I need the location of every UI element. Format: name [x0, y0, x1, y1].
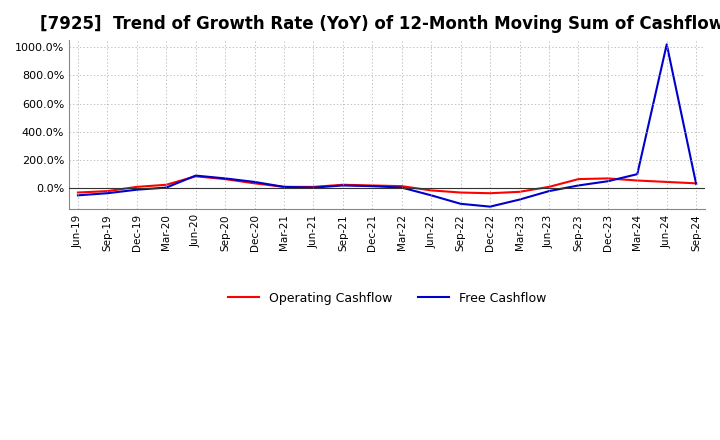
Free Cashflow [221, 176, 230, 181]
Free Cashflow [279, 184, 288, 190]
Operating Cashflow [603, 176, 612, 181]
Free Cashflow [192, 173, 200, 178]
Free Cashflow [132, 187, 141, 192]
Free Cashflow [633, 172, 642, 177]
Free Cashflow [73, 193, 82, 198]
Free Cashflow [427, 193, 436, 198]
Free Cashflow [368, 183, 377, 189]
Free Cashflow [486, 204, 495, 209]
Free Cashflow [662, 42, 671, 47]
Free Cashflow [574, 183, 582, 188]
Operating Cashflow [397, 183, 406, 189]
Line: Operating Cashflow: Operating Cashflow [78, 176, 696, 193]
Free Cashflow [309, 185, 318, 190]
Free Cashflow [544, 188, 553, 194]
Free Cashflow [516, 197, 524, 202]
Operating Cashflow [251, 181, 259, 186]
Operating Cashflow [662, 179, 671, 184]
Free Cashflow [162, 185, 171, 190]
Operating Cashflow [192, 174, 200, 179]
Operating Cashflow [279, 184, 288, 190]
Free Cashflow [103, 191, 112, 196]
Operating Cashflow [309, 184, 318, 190]
Operating Cashflow [574, 176, 582, 182]
Free Cashflow [397, 185, 406, 190]
Free Cashflow [456, 201, 465, 206]
Operating Cashflow [544, 184, 553, 190]
Operating Cashflow [132, 184, 141, 190]
Operating Cashflow [221, 176, 230, 182]
Line: Free Cashflow: Free Cashflow [78, 44, 696, 207]
Free Cashflow [338, 183, 347, 188]
Operating Cashflow [486, 191, 495, 196]
Title: [7925]  Trend of Growth Rate (YoY) of 12-Month Moving Sum of Cashflows: [7925] Trend of Growth Rate (YoY) of 12-… [40, 15, 720, 33]
Free Cashflow [251, 179, 259, 184]
Operating Cashflow [368, 183, 377, 188]
Operating Cashflow [427, 188, 436, 193]
Operating Cashflow [162, 182, 171, 187]
Legend: Operating Cashflow, Free Cashflow: Operating Cashflow, Free Cashflow [223, 287, 552, 310]
Operating Cashflow [516, 189, 524, 194]
Operating Cashflow [692, 181, 701, 186]
Operating Cashflow [103, 188, 112, 194]
Operating Cashflow [338, 182, 347, 187]
Operating Cashflow [633, 178, 642, 183]
Operating Cashflow [73, 190, 82, 195]
Free Cashflow [692, 181, 701, 187]
Free Cashflow [603, 179, 612, 184]
Operating Cashflow [456, 190, 465, 195]
